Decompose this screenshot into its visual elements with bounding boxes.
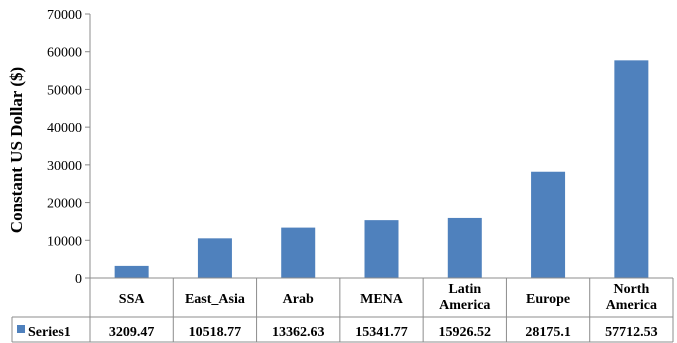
value-label: 13362.63 bbox=[272, 325, 325, 340]
bars bbox=[114, 60, 649, 279]
y-tick-label: 20000 bbox=[47, 197, 82, 212]
bar bbox=[531, 171, 566, 278]
bar bbox=[197, 238, 232, 278]
bar bbox=[281, 227, 316, 278]
legend-swatch bbox=[17, 325, 25, 333]
value-label: 28175.1 bbox=[525, 325, 571, 340]
value-label: 57712.53 bbox=[605, 325, 658, 340]
value-label: 15341.77 bbox=[355, 325, 408, 340]
value-label: 3209.47 bbox=[109, 325, 155, 340]
y-tick-label: 60000 bbox=[47, 46, 82, 61]
value-label: 15926.52 bbox=[439, 325, 492, 340]
value-label: 10518.77 bbox=[189, 325, 242, 340]
category-label: Latin America bbox=[439, 282, 490, 313]
bar bbox=[447, 217, 482, 278]
y-axis-ticks: 0 10000 20000 30000 40000 50000 60000 70000 bbox=[47, 8, 90, 287]
y-tick-label: 30000 bbox=[47, 159, 82, 174]
axes bbox=[11, 14, 674, 343]
y-tick-label: 0 bbox=[75, 272, 82, 287]
y-tick-label: 50000 bbox=[47, 83, 82, 98]
y-tick-label: 70000 bbox=[47, 8, 82, 23]
bar bbox=[614, 60, 649, 279]
category-label: Europe bbox=[526, 292, 570, 307]
y-axis-label: Constant US Dollar ($) bbox=[7, 67, 26, 233]
data-table: SSA East_Asia Arab MENA Latin America Europe No… bbox=[17, 282, 658, 340]
category-label: Arab bbox=[283, 292, 314, 307]
series-name: Series1 bbox=[28, 325, 71, 340]
bar bbox=[364, 220, 399, 278]
y-tick-label: 40000 bbox=[47, 121, 82, 136]
category-label: North America bbox=[606, 282, 657, 313]
y-tick-label: 10000 bbox=[47, 234, 82, 249]
category-label: MENA bbox=[360, 292, 404, 307]
bar bbox=[114, 265, 149, 278]
category-label: East_Asia bbox=[185, 292, 245, 307]
category-label: SSA bbox=[119, 292, 146, 307]
